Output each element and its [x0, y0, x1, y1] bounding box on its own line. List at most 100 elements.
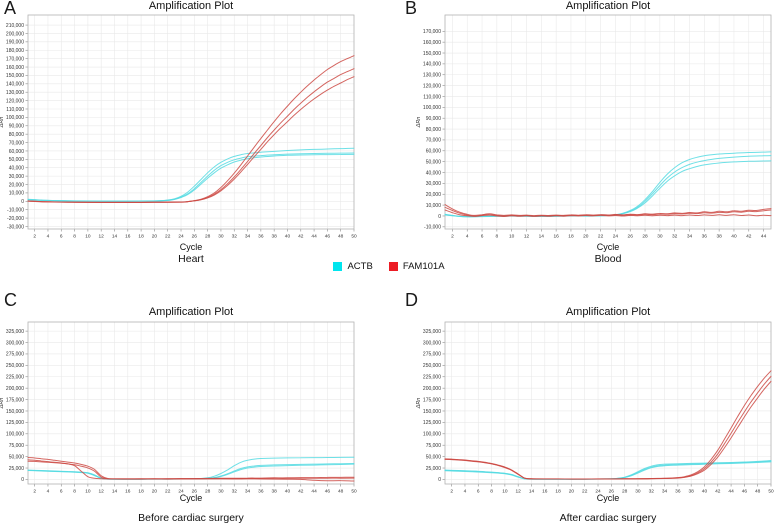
panel-letter-c: C — [4, 290, 17, 310]
svg-text:28: 28 — [622, 489, 628, 495]
svg-text:70,000: 70,000 — [9, 140, 25, 146]
svg-text:130,000: 130,000 — [6, 90, 24, 96]
svg-text:16: 16 — [125, 489, 131, 495]
svg-text:24: 24 — [178, 489, 184, 495]
panel-blood: B Amplification Plot -10,000 0 10,000 20,00… — [389, 0, 778, 278]
svg-text:46: 46 — [742, 489, 748, 495]
svg-text:160,000: 160,000 — [6, 65, 24, 71]
svg-text:80,000: 80,000 — [9, 132, 25, 138]
x-axis-label: Cycle — [596, 493, 620, 503]
svg-text:16: 16 — [542, 489, 548, 495]
x-axis-label: Cycle — [179, 242, 203, 252]
svg-text:150,000: 150,000 — [423, 409, 441, 415]
svg-text:275,000: 275,000 — [6, 352, 24, 358]
panel-heart: A Amplification Plot -30,000 -20,000 -10,0… — [0, 0, 389, 278]
svg-text:200,000: 200,000 — [423, 386, 441, 392]
svg-text:40,000: 40,000 — [426, 170, 442, 176]
svg-text:190,000: 190,000 — [6, 40, 24, 46]
svg-text:250,000: 250,000 — [6, 363, 24, 369]
svg-text:100,000: 100,000 — [423, 432, 441, 438]
svg-text:100,000: 100,000 — [6, 115, 24, 121]
svg-text:75,000: 75,000 — [426, 443, 442, 449]
svg-text:90,000: 90,000 — [9, 124, 25, 130]
svg-text:34: 34 — [662, 489, 668, 495]
svg-text:42: 42 — [746, 234, 752, 240]
panel-letter-d: D — [405, 290, 418, 310]
svg-text:38: 38 — [688, 489, 694, 495]
svg-text:ΔRn: ΔRn — [416, 117, 422, 129]
svg-text:120,000: 120,000 — [6, 98, 24, 104]
svg-text:12: 12 — [524, 234, 530, 240]
svg-text:10: 10 — [85, 489, 91, 495]
svg-text:160,000: 160,000 — [423, 40, 441, 46]
svg-text:4: 4 — [47, 234, 50, 240]
svg-text:120,000: 120,000 — [423, 83, 441, 89]
svg-text:20: 20 — [569, 489, 575, 495]
svg-text:24: 24 — [613, 234, 619, 240]
svg-text:18: 18 — [138, 489, 144, 495]
svg-text:20,000: 20,000 — [9, 182, 25, 188]
svg-text:140,000: 140,000 — [6, 82, 24, 88]
svg-text:130,000: 130,000 — [423, 73, 441, 79]
svg-text:-30,000: -30,000 — [7, 224, 24, 230]
svg-text:ΔRn: ΔRn — [416, 398, 422, 410]
svg-text:44: 44 — [761, 234, 767, 240]
svg-text:10: 10 — [502, 489, 508, 495]
svg-text:48: 48 — [338, 234, 344, 240]
svg-text:18: 18 — [568, 234, 574, 240]
svg-text:26: 26 — [192, 489, 198, 495]
amplification-chart-after-surgery: 0 25,000 50,000 75,000 100,000 125,000 150,000… — [416, 321, 774, 495]
svg-text:14: 14 — [539, 234, 545, 240]
svg-text:150,000: 150,000 — [6, 73, 24, 79]
svg-text:20,000: 20,000 — [426, 192, 442, 198]
svg-text:22: 22 — [582, 489, 588, 495]
svg-text:175,000: 175,000 — [6, 397, 24, 403]
svg-text:48: 48 — [755, 489, 761, 495]
svg-text:34: 34 — [687, 234, 693, 240]
svg-text:-10,000: -10,000 — [424, 225, 441, 231]
svg-text:0: 0 — [438, 214, 441, 220]
svg-text:14: 14 — [112, 234, 118, 240]
svg-text:44: 44 — [311, 489, 317, 495]
svg-text:125,000: 125,000 — [6, 420, 24, 426]
svg-text:2: 2 — [33, 234, 36, 240]
svg-text:125,000: 125,000 — [423, 420, 441, 426]
svg-text:36: 36 — [675, 489, 681, 495]
svg-text:18: 18 — [138, 234, 144, 240]
svg-text:12: 12 — [99, 489, 105, 495]
svg-text:170,000: 170,000 — [423, 29, 441, 35]
svg-text:170,000: 170,000 — [6, 56, 24, 62]
svg-text:ΔRn: ΔRn — [0, 398, 5, 410]
svg-text:0: 0 — [21, 199, 24, 205]
svg-text:28: 28 — [205, 489, 211, 495]
svg-text:32: 32 — [649, 489, 655, 495]
svg-text:150,000: 150,000 — [6, 409, 24, 415]
svg-text:42: 42 — [715, 489, 721, 495]
svg-text:34: 34 — [245, 234, 251, 240]
svg-text:12: 12 — [516, 489, 522, 495]
svg-text:200,000: 200,000 — [6, 386, 24, 392]
legend-label: ACTB — [347, 261, 373, 272]
svg-text:225,000: 225,000 — [6, 375, 24, 381]
svg-text:10: 10 — [85, 234, 91, 240]
svg-text:22: 22 — [598, 234, 604, 240]
svg-text:44: 44 — [728, 489, 734, 495]
panel-caption: Before cardiac surgery — [138, 512, 244, 524]
svg-text:22: 22 — [165, 234, 171, 240]
svg-text:110,000: 110,000 — [423, 94, 441, 100]
svg-text:ΔRn: ΔRn — [0, 117, 5, 129]
svg-text:180,000: 180,000 — [6, 48, 24, 54]
svg-text:6: 6 — [60, 489, 63, 495]
svg-text:70,000: 70,000 — [426, 138, 442, 144]
legend-label: FAM101A — [402, 261, 445, 272]
svg-text:4: 4 — [464, 489, 467, 495]
svg-text:50,000: 50,000 — [426, 159, 442, 165]
svg-text:42: 42 — [298, 234, 304, 240]
fam101a-color-swatch — [388, 262, 398, 271]
panel-letter-b: B — [405, 0, 418, 18]
svg-text:80,000: 80,000 — [426, 127, 442, 133]
svg-text:32: 32 — [672, 234, 678, 240]
panel-letter-a: A — [4, 0, 17, 18]
svg-text:36: 36 — [258, 234, 264, 240]
